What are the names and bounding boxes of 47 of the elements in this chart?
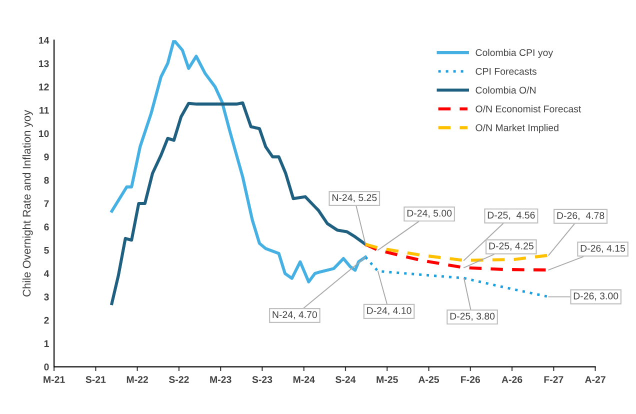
legend-label: O/N Market Implied <box>476 124 558 134</box>
x-tick-label: F-27 <box>544 376 564 383</box>
x-tick-label: A-27 <box>585 376 606 383</box>
annotation: D-26, 4.15 <box>580 244 626 253</box>
line-series <box>364 256 550 298</box>
annotation: D-25, 4.25 <box>489 242 534 251</box>
x-tick-label: M-21 <box>44 376 65 383</box>
y-tick-label: 2 <box>44 316 49 324</box>
x-tick-label: A-26 <box>502 376 522 383</box>
y-tick-label: 10 <box>39 130 49 138</box>
annotation: D-24, 4.10 <box>367 307 412 316</box>
annotation: N-24, 5.25 <box>332 194 377 202</box>
y-tick-label: 11 <box>40 106 49 114</box>
y-tick-label: 0 <box>44 364 49 370</box>
x-tick-label: S-23 <box>252 376 272 383</box>
annotation: D-26, 4.78 <box>557 212 604 220</box>
legend-label: CPI Forecasts <box>476 68 536 75</box>
line-series <box>364 242 550 262</box>
y-tick-label: 3 <box>44 294 49 300</box>
y-axis-title: Chile Overnight Rate and Inflation yoy <box>22 110 33 296</box>
x-tick-label: M-23 <box>210 376 232 383</box>
x-tick-label: S-22 <box>168 376 189 383</box>
x-tick-label: S-24 <box>336 376 356 383</box>
x-tick-label: S-21 <box>86 376 106 383</box>
y-tick-label: 1 <box>44 340 49 347</box>
legend-label: Colombia CPI yoy <box>476 48 554 58</box>
y-tick-label: 7 <box>44 200 49 208</box>
x-tick-label: M-25 <box>376 376 398 383</box>
y-tick-label: 14 <box>39 36 50 44</box>
legend-label: O/N Economist Forecast <box>476 105 582 112</box>
annotation: N-24, 4.70 <box>272 311 317 320</box>
legend-label: Colombia O/N <box>476 86 536 94</box>
y-tick-label: 12 <box>39 84 49 90</box>
annotation: D-25, 4.56 <box>488 212 535 220</box>
y-tick-label: 5 <box>44 246 49 254</box>
annotation: D-25, 3.80 <box>450 312 495 321</box>
x-tick-label: F-26 <box>461 376 480 383</box>
y-tick-label: 13 <box>39 60 49 68</box>
y-tick-label: 8 <box>44 176 49 184</box>
y-tick-label: 4 <box>44 270 50 277</box>
annotation: D-26, 3.00 <box>574 292 618 301</box>
y-tick-label: 6 <box>44 224 49 230</box>
x-tick-label: A-25 <box>418 376 440 383</box>
x-tick-label: M-24 <box>293 376 315 383</box>
annotation: D-24, 5.00 <box>407 210 452 218</box>
x-tick-label: M-22 <box>126 376 148 383</box>
y-tick-label: 9 <box>44 154 49 160</box>
